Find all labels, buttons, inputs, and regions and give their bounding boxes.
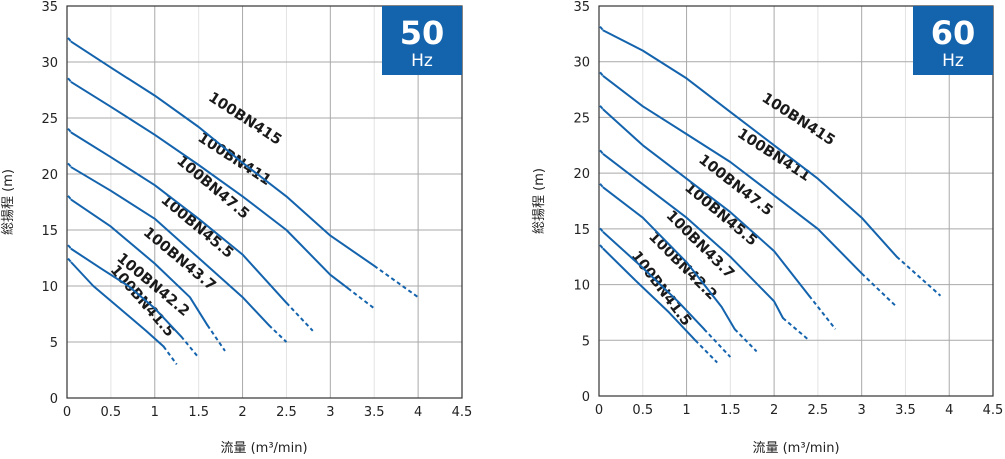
pump-curve-100BN411 [602,75,863,275]
pump-curve-start-dashed [599,149,605,155]
pump-curve-100BN45.5 [70,166,270,327]
x-tick-label: 0 [595,403,603,418]
pump-curve-start-dashed [599,71,605,77]
curve-label-100BN415: 100BN415 [759,90,838,149]
pump-curve-start-dashed [67,162,73,168]
pump-curve-end-dashed [206,324,226,352]
pump-curve-100BN45.5 [602,153,784,319]
plot-frame [598,5,994,397]
pump-curve-end-dashed [285,302,314,332]
x-tick-label: 2 [770,403,778,418]
frequency-value: 60 [931,14,976,52]
pump-curve-start-dashed [599,227,605,233]
y-axis-title: 総揚程 (m) [531,168,547,234]
x-tick-label: 0.5 [632,403,653,418]
pump-curve-start-dashed [599,105,605,111]
pump-curve-end-dashed [808,295,837,330]
pump-curve-start-dashed [67,127,73,134]
frequency-badge [913,6,993,75]
pump-curve-100BN41.5 [602,247,697,342]
pump-curve-100BN415 [70,40,376,267]
y-tick-label: 5 [582,334,590,349]
frequency-unit: Hz [942,51,964,71]
pump-curve-end-dashed [694,339,718,364]
plot-frame [66,5,463,399]
x-tick-label: 3 [326,405,334,420]
frequency-badge [382,6,462,75]
pump-curve-end-dashed [180,335,200,359]
x-tick-label: 1 [682,403,690,418]
x-tick-label: 4.5 [452,405,473,420]
x-tick-label: 2.5 [276,405,297,420]
x-tick-label: 0.5 [101,405,122,420]
pump-curve-end-dashed [860,272,898,308]
y-tick-label: 20 [573,167,590,182]
pump-curve-start-dashed [67,244,73,250]
x-tick-label: 2 [238,405,246,420]
x-tick-label: 4.5 [983,403,1004,418]
pump-curve-start-dashed [67,257,73,264]
y-tick-label: 15 [573,223,590,238]
y-tick-label: 35 [573,0,590,15]
pump-curve-100BN43.7 [70,198,209,327]
chart-panel-60hz: 0 0.5 1 1.5 2 2.5 3 3.5 4 4.5 0 5 10 15 20 25 30 35 流量 (m³… [531,0,1003,456]
pump-curve-start-dashed [67,77,73,83]
y-tick-label: 10 [41,280,58,295]
pump-curve-end-dashed [347,287,375,310]
pump-curve-100BN47.5 [602,108,811,297]
x-tick-label: 1.5 [720,403,741,418]
pump-curve-100BN47.5 [70,131,288,304]
x-tick-label: 0 [63,405,71,420]
x-tick-label: 3.5 [364,405,385,420]
x-axis-title: 流量 (m³/min) [752,441,839,456]
y-tick-label: 10 [573,279,590,294]
pump-curve-end-dashed [782,317,810,342]
y-tick-label: 30 [573,56,590,71]
frequency-value: 50 [400,14,445,52]
pump-curve-start-dashed [599,25,605,32]
y-tick-label: 35 [41,0,58,15]
pump-curve-100BN42.2 [602,231,706,331]
y-tick-label: 0 [582,390,590,405]
y-tick-label: 15 [41,224,58,239]
pump-curve-start-dashed [599,183,605,189]
x-tick-label: 3 [858,403,866,418]
chart-panel-50hz: 0 0.5 1 1.5 2 2.5 3 3.5 4 4.5 0 5 10 15 20 25 30 35 流量 (m³… [0,0,472,456]
pump-curve-start-dashed [67,37,73,43]
pump-curve-end-dashed [896,255,942,297]
x-axis-title: 流量 (m³/min) [220,441,307,456]
pump-curve-end-dashed [162,345,178,365]
y-tick-label: 0 [50,392,58,407]
x-tick-label: 3.5 [895,403,916,418]
pump-curve-100BN415 [602,29,898,258]
pump-curve-100BN43.7 [602,186,736,331]
frequency-unit: Hz [411,51,433,71]
x-tick-label: 1 [151,405,159,420]
pump-curve-start-dashed [67,195,73,201]
x-tick-label: 4 [414,405,422,420]
pump-curve-100BN42.2 [70,248,183,338]
y-tick-label: 25 [41,112,58,127]
pump-curve-end-dashed [733,328,758,353]
y-tick-label: 5 [50,336,58,351]
pump-curve-end-dashed [703,328,732,358]
pump-curve-end-dashed [373,265,419,299]
x-tick-label: 2.5 [808,403,829,418]
x-tick-label: 4 [945,403,953,418]
y-tick-label: 25 [573,111,590,126]
y-tick-label: 20 [41,168,58,183]
pump-curve-start-dashed [599,244,605,250]
y-axis-title: 総揚程 (m) [0,169,16,235]
x-tick-label: 1.5 [188,405,209,420]
pump-curve-100BN411 [70,81,349,290]
pump-curve-end-dashed [268,324,288,343]
pump-curve-100BN41.5 [70,261,165,348]
y-tick-label: 30 [41,56,58,71]
